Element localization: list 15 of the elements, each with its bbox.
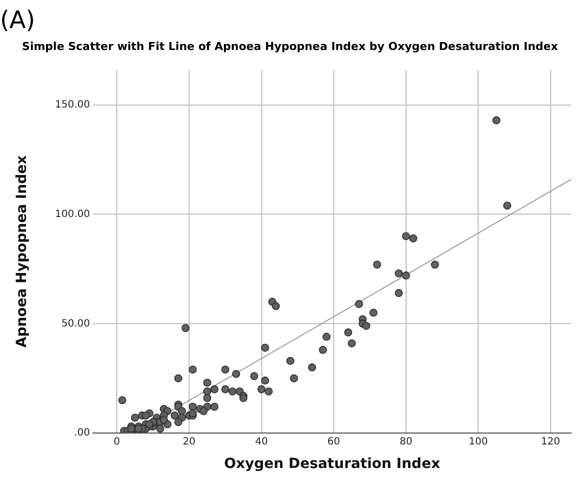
x-tick-label: 80: [400, 436, 412, 448]
x-axis-title: Oxygen Desaturation Index: [224, 456, 440, 472]
text: (A): [0, 6, 36, 34]
x-tick-label: 100: [468, 436, 488, 448]
y-tick-label: 150.00: [55, 100, 90, 111]
chart-title: Simple Scatter with Fit Line of Apnoea Hypopnea Index by Oxygen Desaturation Index: [22, 40, 558, 53]
y-tick-label: .00: [74, 428, 90, 439]
x-tick-label: 40: [255, 436, 268, 448]
y-axis-title: Apnoea Hypopnea Index: [14, 155, 30, 348]
y-tick-label: 100.00: [55, 208, 90, 220]
x-tick-label: 120: [541, 436, 560, 448]
y-tick-label: 50.00: [61, 318, 90, 330]
x-tick-label: 20: [182, 436, 196, 448]
x-tick-label: 0: [114, 436, 120, 448]
x-tick-label: 60: [327, 436, 340, 448]
